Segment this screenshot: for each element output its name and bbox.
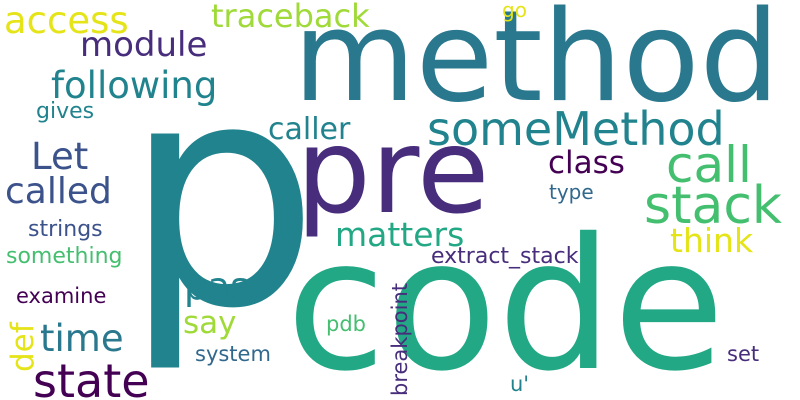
word-think: think bbox=[670, 221, 754, 260]
word-method: method bbox=[293, 0, 780, 130]
word-type: type bbox=[549, 180, 594, 204]
word-called: called bbox=[5, 171, 112, 212]
word-something: something bbox=[6, 244, 123, 269]
word-time: time bbox=[40, 317, 124, 360]
word-u-quote: u' bbox=[510, 372, 530, 396]
word-gives: gives bbox=[36, 99, 95, 124]
word-say: say bbox=[183, 305, 237, 341]
word-matters: matters bbox=[335, 215, 465, 254]
word-pass: pass bbox=[184, 265, 269, 308]
word-module: module bbox=[80, 25, 208, 65]
word-go: go bbox=[502, 0, 527, 22]
word-strings: strings bbox=[28, 217, 103, 242]
word-class: class bbox=[548, 145, 625, 181]
word-call: call bbox=[666, 136, 752, 194]
word-breakpoint: breakpoint bbox=[388, 282, 412, 396]
word-system: system bbox=[195, 342, 271, 366]
word-Let: Let bbox=[31, 135, 89, 178]
word-stack: stack bbox=[644, 176, 783, 236]
word-state: state bbox=[33, 354, 150, 400]
word-code: code bbox=[286, 199, 725, 400]
word-pdb: pdb bbox=[326, 312, 366, 336]
word-extract_stack: extract_stack bbox=[431, 244, 579, 269]
word-caller: caller bbox=[268, 112, 351, 147]
word-examine: examine bbox=[16, 284, 107, 308]
word-someMethod: someMethod bbox=[427, 102, 725, 156]
word-traceback: traceback bbox=[211, 0, 370, 35]
word-pre: pre bbox=[296, 102, 490, 240]
word-p: p bbox=[123, 16, 320, 377]
word-def: def bbox=[5, 322, 41, 372]
word-set: set bbox=[727, 342, 760, 366]
word-access: access bbox=[4, 0, 129, 42]
word-following: following bbox=[51, 64, 218, 107]
